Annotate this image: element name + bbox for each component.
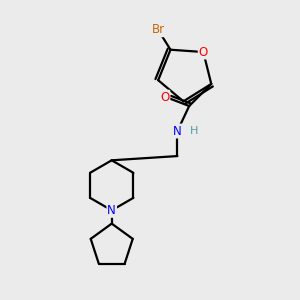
Text: H: H bbox=[189, 126, 198, 136]
Text: N: N bbox=[173, 124, 182, 137]
Text: O: O bbox=[199, 46, 208, 59]
Text: N: N bbox=[107, 204, 116, 217]
Text: Br: Br bbox=[152, 23, 165, 36]
Text: O: O bbox=[160, 91, 170, 104]
